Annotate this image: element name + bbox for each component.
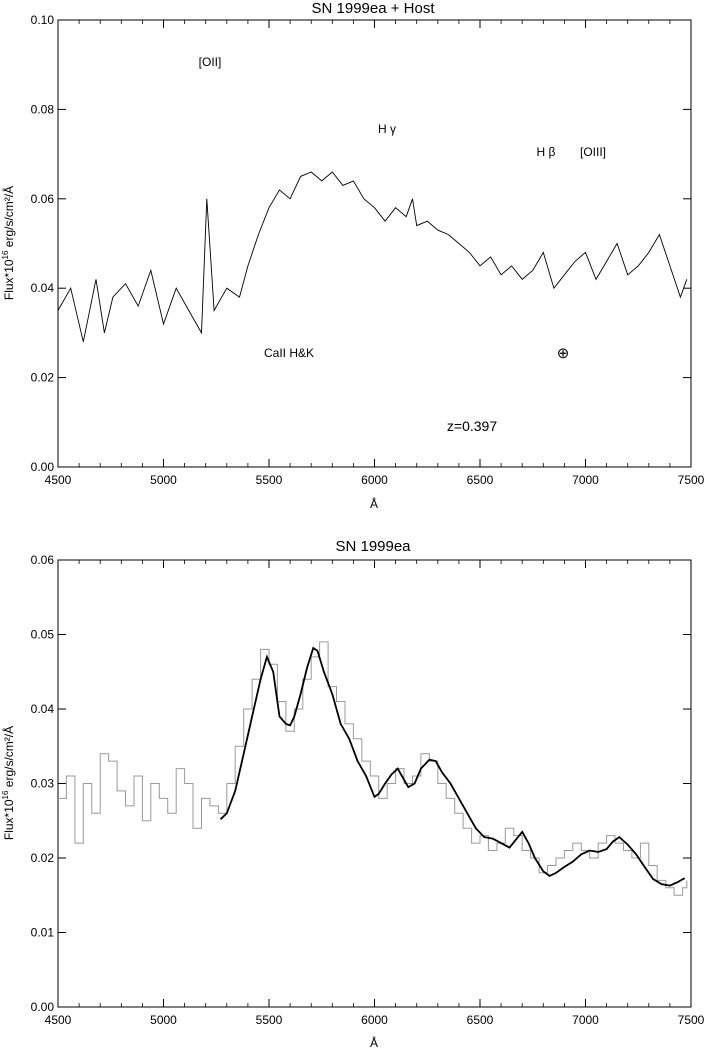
bottom-y-tick-label: 0.02 bbox=[31, 851, 55, 865]
bottom-x-tick-label: 7500 bbox=[678, 1013, 705, 1027]
bottom-axes: 4500 5000 5500 6000 6500 7000 7500 0.00 0.01 0.02… bbox=[31, 553, 705, 1027]
bottom-x-tick-label: 5500 bbox=[256, 1013, 283, 1027]
top-chart-title: SN 1999ea + Host bbox=[312, 0, 436, 17]
top-series-group bbox=[57, 171, 688, 342]
top-series-0 bbox=[57, 171, 688, 342]
top-y-tick-label: 0.02 bbox=[31, 371, 55, 385]
bottom-y-tick-label: 0.06 bbox=[31, 553, 55, 567]
top-y-tick-label: 0.06 bbox=[31, 192, 55, 206]
bottom-x-axis-label: Å bbox=[370, 1035, 378, 1050]
bottom-y-tick-label: 0.00 bbox=[31, 1000, 55, 1014]
bottom-y-label-rest: erg/s/cm²/Å bbox=[1, 726, 16, 791]
annotation-caii: CaII H&K bbox=[264, 346, 314, 360]
top-y-tick-label: 0.10 bbox=[31, 13, 55, 27]
top-x-tick-label: 7000 bbox=[572, 473, 599, 487]
annotation-oiii: [OIII] bbox=[580, 145, 606, 159]
bottom-chart-title: SN 1999ea bbox=[335, 538, 411, 555]
top-x-tick-label: 4500 bbox=[45, 473, 72, 487]
bottom-y-axis-label: Flux*1016 erg/s/cm²/Å bbox=[1, 726, 16, 840]
top-y-tick-label: 0.00 bbox=[31, 460, 55, 474]
top-y-label-main: Flux*10 bbox=[2, 259, 16, 300]
bottom-y-tick-label: 0.05 bbox=[31, 628, 55, 642]
bottom-series-group bbox=[58, 641, 688, 896]
annotation-redshift: z=0.397 bbox=[447, 418, 497, 434]
bottom-y-label-main: Flux*10 bbox=[2, 799, 16, 840]
top-x-tick-label: 6000 bbox=[361, 473, 388, 487]
bottom-x-tick-label: 7000 bbox=[572, 1013, 599, 1027]
top-x-tick-label: 7500 bbox=[678, 473, 705, 487]
bottom-y-tick-label: 0.03 bbox=[31, 777, 55, 791]
top-plot-frame bbox=[57, 19, 692, 468]
annotation-hbeta: H β bbox=[537, 145, 556, 159]
top-y-tick-label: 0.04 bbox=[31, 281, 55, 295]
top-x-axis-label: Å bbox=[370, 496, 378, 511]
bottom-x-tick-label: 5000 bbox=[150, 1013, 177, 1027]
bottom-x-tick-label: 6500 bbox=[467, 1013, 494, 1027]
bottom-y-label-exp: 16 bbox=[1, 790, 10, 799]
bottom-y-tick-label: 0.01 bbox=[31, 926, 55, 940]
annotation-telluric: ⊕ bbox=[557, 345, 570, 362]
bottom-x-tick-label: 6000 bbox=[361, 1013, 388, 1027]
bottom-x-tick-label: 4500 bbox=[45, 1013, 72, 1027]
top-x-tick-label: 6500 bbox=[467, 473, 494, 487]
top-y-tick-label: 0.08 bbox=[31, 102, 55, 116]
bottom-series-0 bbox=[58, 641, 688, 896]
top-y-label-exp: 16 bbox=[1, 250, 10, 259]
annotation-oii: [OII] bbox=[199, 55, 222, 69]
bottom-series-1 bbox=[219, 646, 686, 887]
top-x-tick-label: 5500 bbox=[256, 473, 283, 487]
top-y-label-rest: erg/s/cm²/Å bbox=[1, 186, 16, 251]
annotation-hgamma: H γ bbox=[378, 122, 396, 136]
top-axes: 4500 5000 5500 6000 6500 7000 7500 0.00 0.02 0.04… bbox=[31, 13, 705, 487]
top-x-tick-label: 5000 bbox=[150, 473, 177, 487]
top-y-axis-label: Flux*1016 erg/s/cm²/Å bbox=[1, 186, 16, 300]
bottom-y-tick-label: 0.04 bbox=[31, 702, 55, 716]
